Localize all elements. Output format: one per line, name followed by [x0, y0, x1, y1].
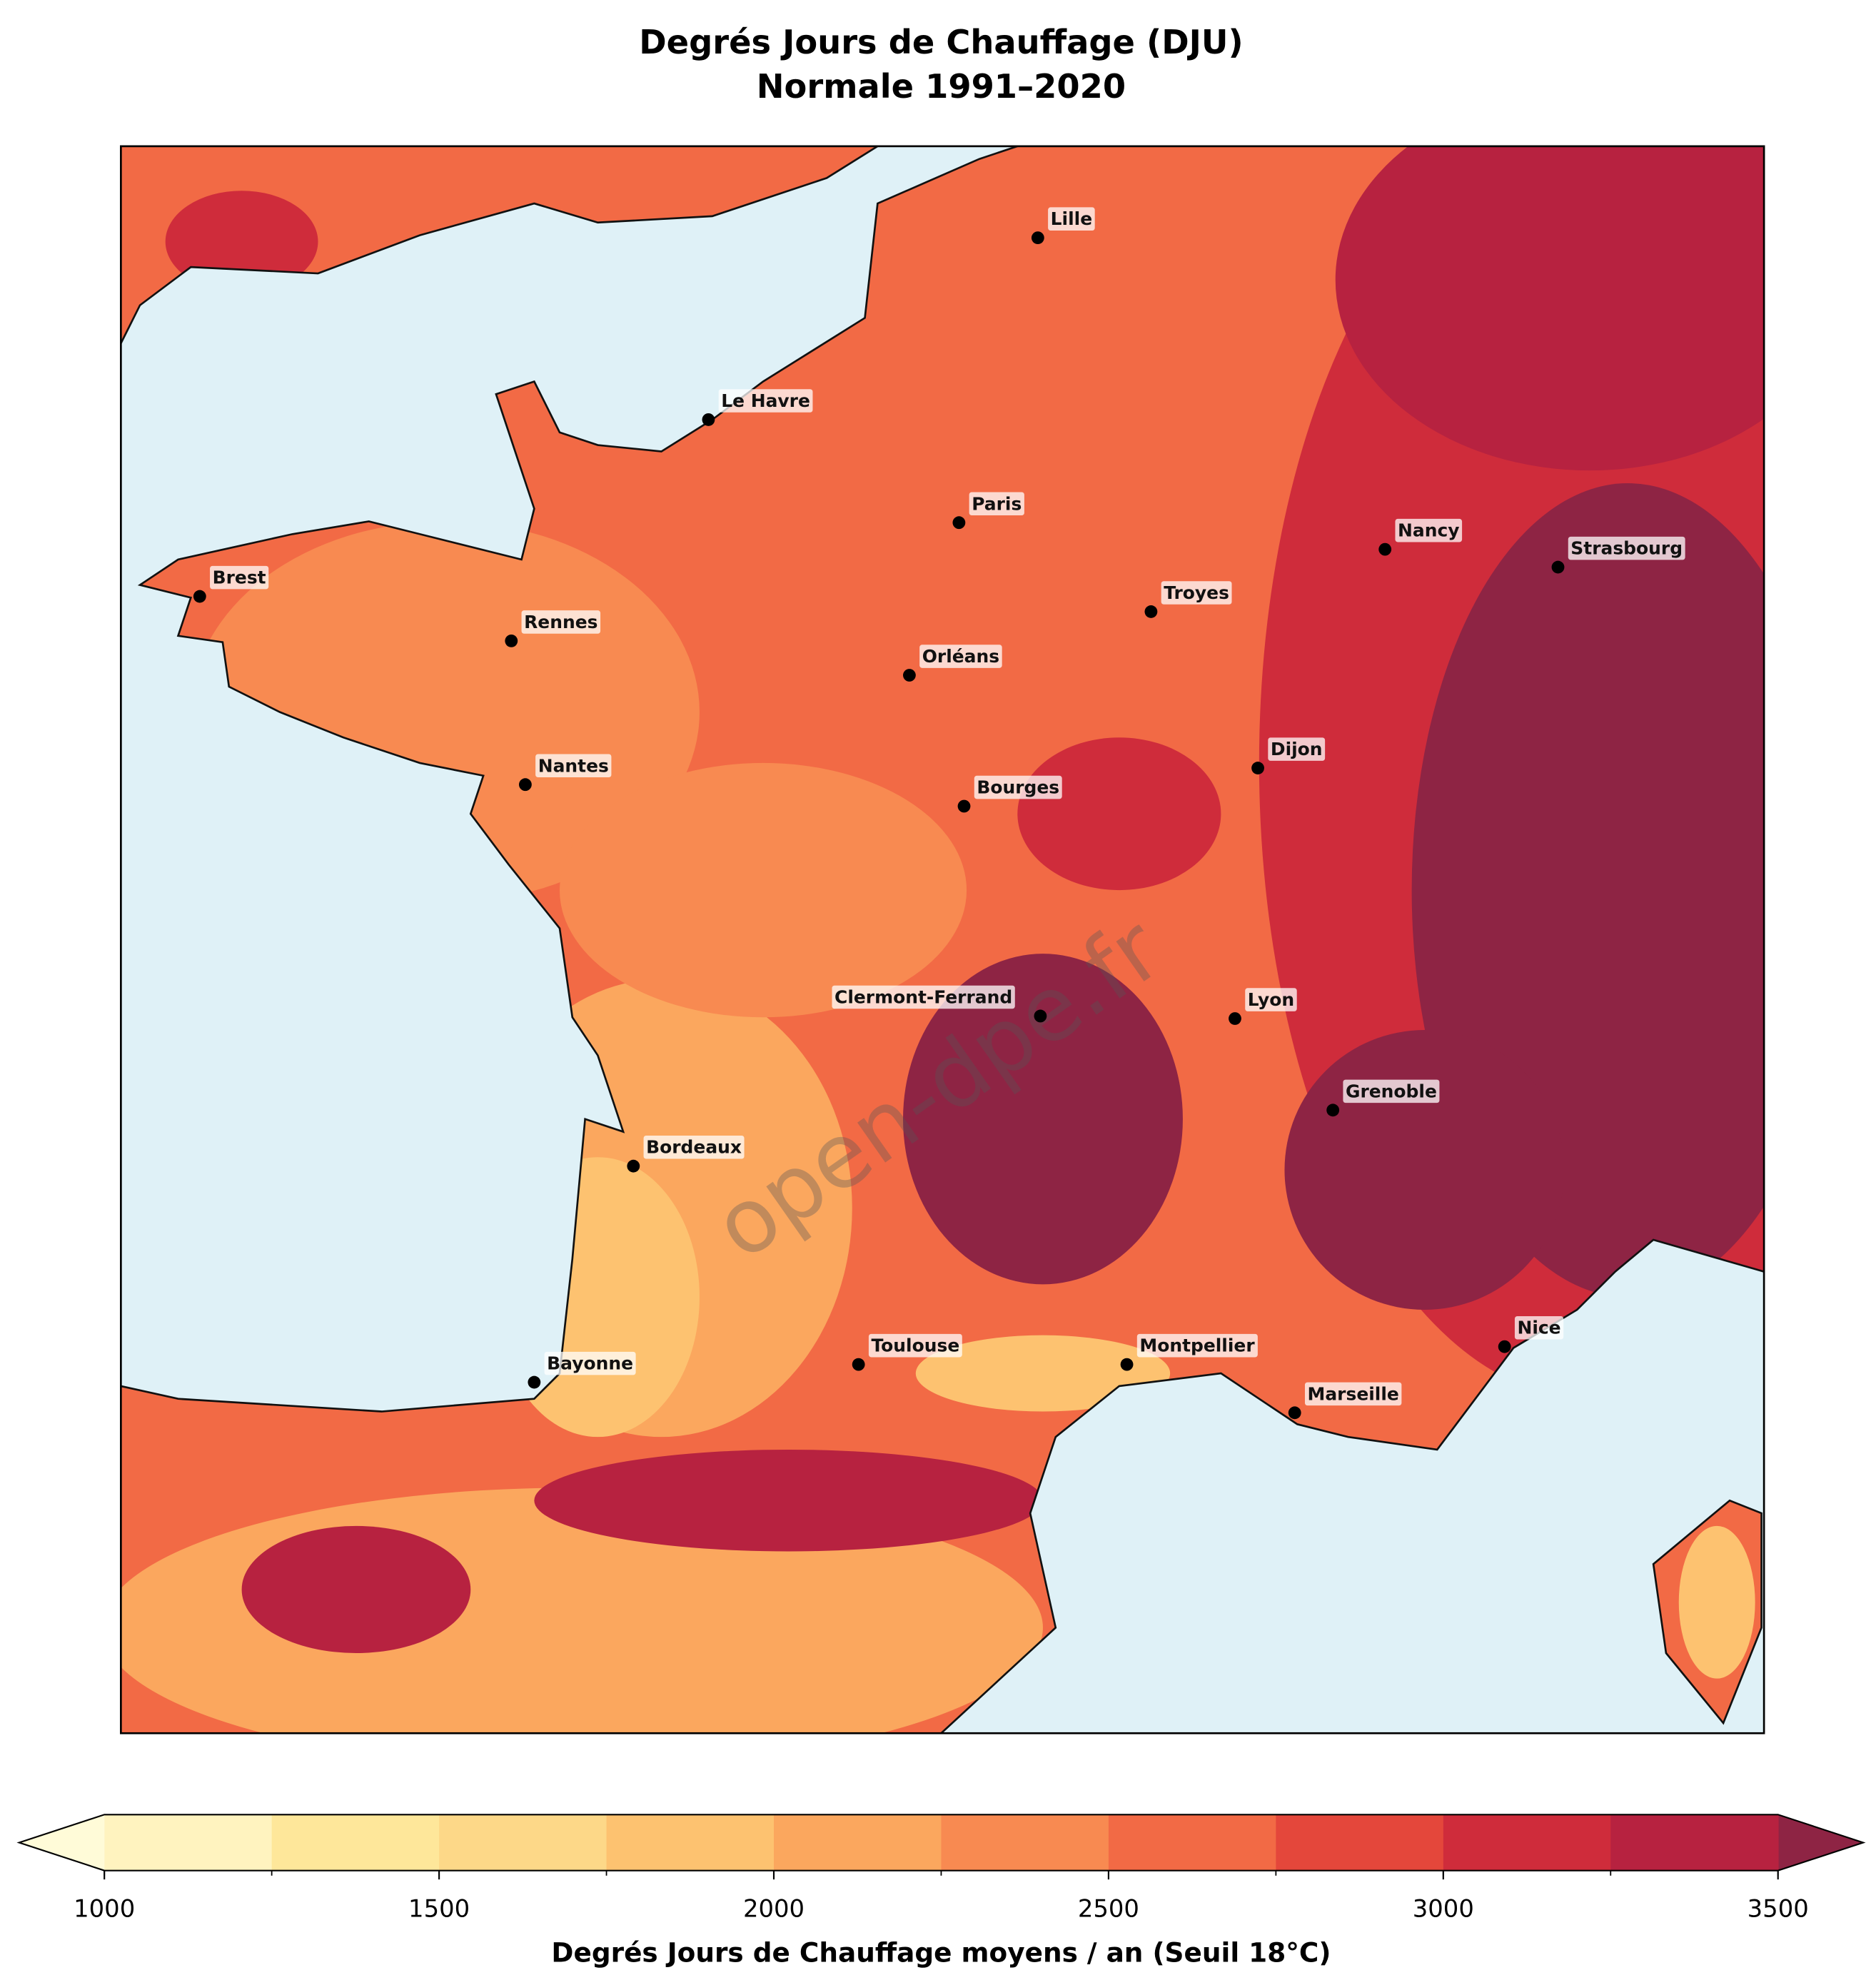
city-marker — [852, 1358, 865, 1371]
colorbar-tick-label: 1500 — [408, 1894, 470, 1922]
city-marker — [193, 590, 206, 603]
city-label: Montpellier — [1139, 1335, 1255, 1356]
colorbar-segment — [1276, 1814, 1444, 1871]
city-label: Bourges — [977, 777, 1059, 798]
colorbar-tick-label: 1000 — [74, 1894, 135, 1922]
city-label: Bayonne — [547, 1353, 633, 1374]
city-marker — [957, 799, 971, 813]
city-label-bg — [643, 1135, 745, 1159]
city-label-bg — [1568, 536, 1685, 560]
map-subtitle: Normale 1991–2020 — [757, 67, 1126, 106]
colorbar-segment — [1610, 1814, 1779, 1871]
city-label-bg — [1395, 518, 1463, 542]
city-label-bg — [1514, 1315, 1564, 1340]
colorbar-segment — [439, 1814, 607, 1871]
city-label: Brest — [213, 567, 266, 588]
cities: Lille Le Havre Paris Brest Rennes Orléans Troy… — [193, 207, 1685, 1420]
colorbar-over — [1777, 1814, 1864, 1871]
city-label: Nice — [1517, 1318, 1560, 1338]
city-label-bg — [521, 610, 601, 634]
city-label: Marseille — [1308, 1383, 1399, 1404]
city-marker — [1288, 1406, 1301, 1420]
city-marker — [505, 634, 518, 647]
city-label: Strasbourg — [1570, 538, 1683, 559]
colorbar-label: Degrés Jours de Chauffage moyens / an (S… — [551, 1937, 1331, 1969]
city-label: Grenoble — [1346, 1081, 1437, 1101]
city-label: Orléans — [922, 646, 999, 667]
colorbar: 1000 1500 2000 2500 3000 3500 Degrés Jours de … — [16, 1814, 1866, 1969]
city-label-bg — [535, 754, 612, 778]
city-label-bg — [1245, 988, 1297, 1011]
city-marker — [1144, 605, 1158, 618]
city-marker — [1031, 231, 1044, 245]
city-marker — [1251, 762, 1264, 774]
city-marker — [1378, 542, 1392, 556]
coastline — [121, 146, 1765, 1734]
city-label-bg — [868, 1333, 962, 1358]
city-marker — [702, 413, 715, 426]
city-label-bg — [969, 492, 1024, 516]
city-label: Nancy — [1398, 520, 1460, 541]
city-label-bg — [210, 565, 269, 590]
colorbar-segment — [606, 1814, 775, 1871]
colorbar-tick-label: 2000 — [743, 1894, 805, 1922]
colorbar-tick-label: 3500 — [1748, 1894, 1809, 1922]
city-label-bg — [974, 775, 1062, 799]
city-label: Nantes — [538, 755, 609, 776]
colorbar-segment — [1108, 1814, 1277, 1871]
city-label: Troyes — [1164, 582, 1229, 603]
city-label-bg — [832, 985, 1015, 1009]
city-marker — [1229, 1012, 1241, 1025]
city-label: Toulouse — [871, 1335, 959, 1356]
city-label-bg — [1268, 737, 1326, 761]
city-label: Paris — [972, 493, 1022, 514]
city-label: Rennes — [524, 612, 597, 632]
city-label-bg — [1136, 1333, 1258, 1358]
city-marker — [1551, 560, 1565, 574]
city-label: Le Havre — [721, 390, 810, 411]
city-label: Clermont-Ferrand — [834, 987, 1012, 1008]
city-marker — [528, 1375, 541, 1389]
city-label-bg — [544, 1351, 636, 1375]
city-marker — [1498, 1340, 1511, 1353]
city-label-bg — [1161, 581, 1232, 605]
land — [121, 146, 1765, 1734]
colorbar-segment — [104, 1814, 273, 1871]
colorbar-tick-label: 3000 — [1413, 1894, 1474, 1922]
city-label: Dijon — [1271, 739, 1323, 759]
colorbar-under — [19, 1814, 105, 1871]
city-label-bg — [718, 389, 813, 413]
city-label-bg — [1304, 1382, 1402, 1406]
map-title: Degrés Jours de Chauffage (DJU) — [639, 23, 1243, 61]
city-marker — [1326, 1103, 1340, 1117]
city-label: Lyon — [1248, 989, 1294, 1010]
city-label: Lille — [1051, 208, 1092, 229]
city-label-bg — [1343, 1079, 1440, 1103]
city-marker — [1120, 1358, 1134, 1371]
city-label: Bordeaux — [646, 1137, 742, 1158]
colorbar-segment — [271, 1814, 440, 1871]
colorbar-segment — [941, 1814, 1109, 1871]
colorbar-segment — [774, 1814, 942, 1871]
colorbar-segment — [1443, 1814, 1612, 1871]
city-marker — [1034, 1009, 1047, 1023]
city-marker — [518, 778, 532, 792]
city-label-bg — [1048, 207, 1095, 231]
map-frame — [120, 145, 1765, 1734]
city-marker — [903, 669, 916, 682]
city-marker — [627, 1159, 640, 1173]
city-label-bg — [919, 645, 1002, 668]
city-marker — [952, 516, 966, 530]
colorbar-tick-label: 2500 — [1078, 1894, 1139, 1922]
